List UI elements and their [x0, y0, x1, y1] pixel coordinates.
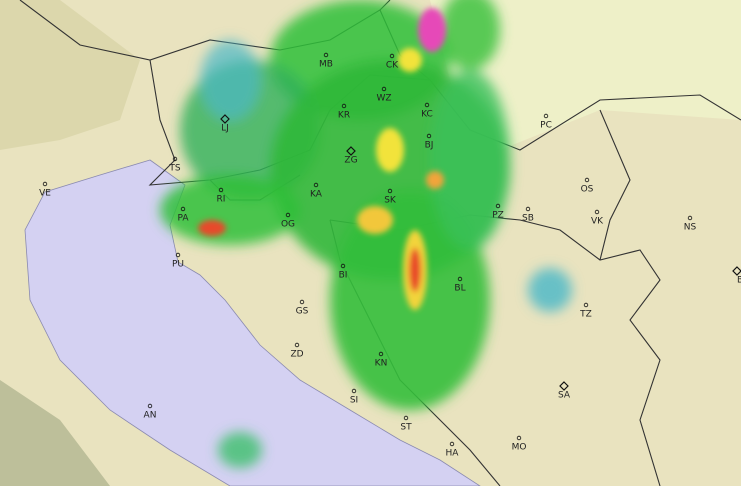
city-marker [351, 388, 357, 394]
place-label: OS [581, 185, 594, 195]
place-label: RI [217, 195, 226, 205]
city-marker [378, 351, 384, 357]
place-label: KA [310, 190, 323, 200]
place-label: KR [338, 111, 350, 121]
place-label: SA [558, 391, 571, 401]
city-marker [543, 113, 549, 119]
city-marker [285, 212, 291, 218]
city-marker [495, 203, 501, 209]
city-marker [387, 188, 393, 194]
city-marker [299, 299, 305, 305]
city-marker [584, 177, 590, 183]
place-label: SK [384, 196, 397, 206]
city-marker [426, 133, 432, 139]
city-marker [340, 263, 346, 269]
place-label: PU [172, 260, 184, 270]
place-label: ST [400, 423, 412, 433]
capital-marker [559, 381, 569, 391]
adriatic-sea [24, 159, 481, 486]
place-label: GS [296, 307, 309, 317]
place-label: TS [168, 164, 180, 174]
place-label: WZ [376, 94, 391, 104]
place-label: MB [319, 60, 333, 70]
city-marker [313, 182, 319, 188]
capital-marker [220, 114, 230, 124]
city-marker [389, 53, 395, 59]
place-label: AN [144, 411, 157, 421]
place-label: SI [350, 396, 358, 406]
place-label: VK [591, 217, 604, 227]
place-label: SB [522, 214, 534, 224]
plain-relief [430, 0, 741, 150]
place-label: LJ [221, 124, 229, 134]
place-label: BL [454, 284, 465, 294]
place-label: KC [421, 110, 433, 120]
city-marker [457, 276, 463, 282]
place-label: TZ [579, 310, 592, 320]
place-label: ZD [290, 350, 303, 360]
city-marker [424, 102, 430, 108]
city-marker [175, 252, 181, 258]
capital-marker [732, 266, 741, 276]
city-marker [341, 103, 347, 109]
city-marker [583, 302, 589, 308]
city-marker [42, 181, 48, 187]
place-label: MO [512, 443, 527, 453]
city-marker [218, 187, 224, 193]
place-label: VE [39, 189, 51, 199]
place-label: HA [446, 449, 460, 459]
city-marker [403, 415, 409, 421]
italy-relief [0, 380, 110, 486]
place-label: PZ [492, 211, 504, 221]
place-labels: MB CK WZ LJ KR KC PC TS ZG BJ VE KA OS RI SK PZ SB VK NS PA… [39, 52, 741, 459]
city-marker [294, 342, 300, 348]
place-label: OG [281, 220, 295, 230]
city-marker [594, 209, 600, 215]
place-label: BI [339, 271, 348, 281]
place-label: PC [540, 121, 552, 131]
city-marker [449, 441, 455, 447]
place-label: B [737, 276, 741, 286]
place-label: PA [177, 214, 189, 224]
radar-echoes [160, 0, 572, 468]
place-label: ZG [344, 156, 357, 166]
city-marker [687, 215, 693, 221]
alps-relief [0, 0, 140, 150]
place-label: BJ [425, 141, 434, 151]
place-label: NS [684, 223, 697, 233]
city-marker [381, 86, 387, 92]
city-marker [180, 206, 186, 212]
city-marker [323, 52, 329, 58]
place-label: CK [386, 61, 399, 71]
city-marker [516, 435, 522, 441]
place-label: KN [375, 359, 388, 369]
city-marker [147, 403, 153, 409]
city-marker [172, 156, 178, 162]
capital-marker [346, 146, 356, 156]
city-marker [525, 206, 531, 212]
